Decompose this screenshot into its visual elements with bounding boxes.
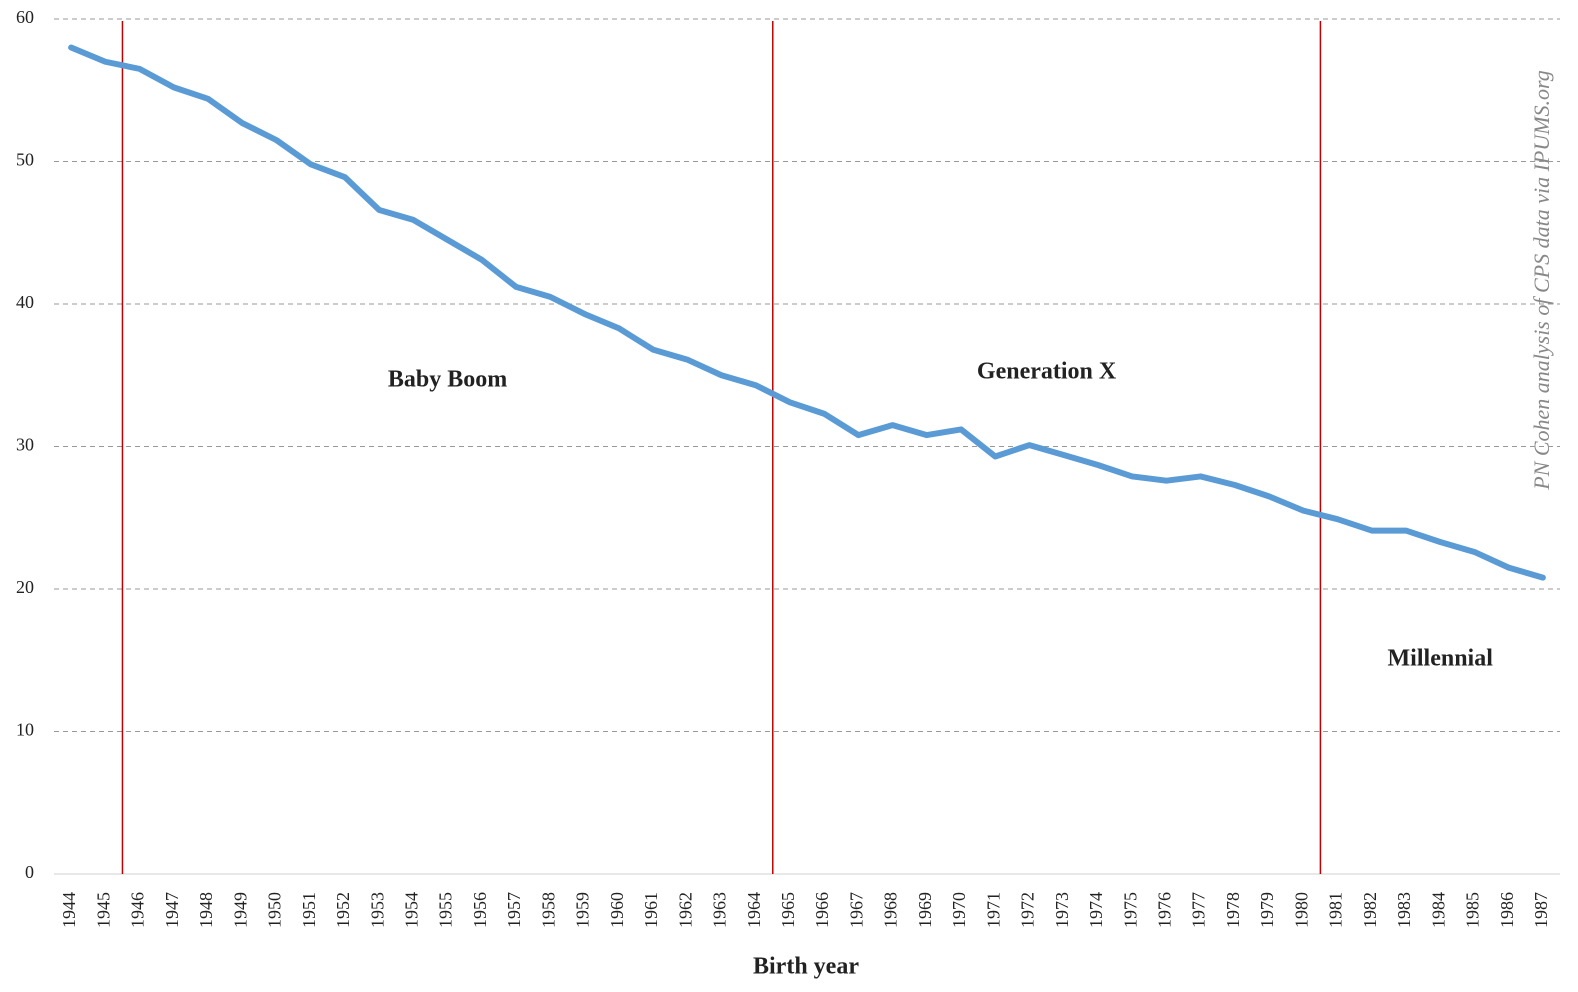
x-tick-label: 1964	[744, 892, 764, 928]
x-tick-label: 1978	[1223, 892, 1243, 928]
x-tick-label: 1946	[128, 892, 148, 928]
x-tick-label: 1984	[1428, 892, 1448, 928]
x-tick-label: 1948	[196, 892, 216, 928]
x-tick-label: 1982	[1360, 892, 1380, 928]
y-tick-label: 0	[25, 862, 34, 882]
x-tick-label: 1958	[538, 892, 558, 928]
x-tick-label: 1954	[402, 892, 422, 928]
x-tick-label: 1976	[1155, 892, 1175, 928]
x-tick-label: 1963	[710, 892, 730, 928]
x-tick-label: 1969	[915, 892, 935, 928]
x-tick-label: 1981	[1326, 892, 1346, 928]
x-tick-label: 1945	[93, 892, 113, 928]
x-tick-label: 1977	[1189, 892, 1209, 928]
series-line	[68, 44, 1546, 581]
x-tick-label: 1957	[504, 892, 524, 928]
y-tick-label: 50	[16, 150, 34, 170]
x-tick-label: 1956	[470, 892, 490, 928]
x-tick-label: 1949	[230, 892, 250, 928]
x-tick-label: 1962	[675, 892, 695, 928]
x-tick-label: 1951	[299, 892, 319, 928]
y-tick-label: 40	[16, 292, 34, 312]
x-tick-label: 1960	[607, 892, 627, 928]
x-tick-label: 1968	[881, 892, 901, 928]
x-tick-label: 1965	[778, 892, 798, 928]
x-tick-label: 1961	[641, 892, 661, 928]
x-tick-label: 1947	[162, 892, 182, 928]
x-tick-label: 1966	[812, 892, 832, 928]
x-tick-label: 1985	[1463, 892, 1483, 928]
x-axis-label: Birth year	[753, 954, 859, 980]
x-tick-label: 1967	[846, 892, 866, 928]
x-tick-label: 1959	[573, 892, 593, 928]
x-tick-label: 1987	[1531, 892, 1551, 928]
x-tick-label: 1974	[1086, 892, 1106, 928]
x-tick-label: 1953	[367, 892, 387, 928]
x-tick-label: 1980	[1291, 892, 1311, 928]
x-tick-label: 1979	[1257, 892, 1277, 928]
y-tick-label: 20	[16, 577, 34, 597]
x-tick-label: 1955	[436, 892, 456, 928]
x-tick-label: 1944	[59, 892, 79, 928]
x-tick-label: 1983	[1394, 892, 1414, 928]
x-tick-label: 1975	[1120, 892, 1140, 928]
y-tick-label: 10	[16, 720, 34, 740]
x-tick-label: 1971	[983, 892, 1003, 928]
x-tick-label: 1986	[1497, 892, 1517, 928]
y-tick-label: 30	[16, 435, 34, 455]
generation-label: Generation X	[977, 359, 1117, 385]
x-tick-label: 1970	[949, 892, 969, 928]
generation-label: Millennial	[1388, 646, 1494, 672]
source-note: PN Cohen analysis of CPS data via IPUMS.…	[1529, 70, 1554, 491]
x-tick-label: 1973	[1052, 892, 1072, 928]
x-tick-label: 1972	[1018, 892, 1038, 928]
x-tick-label: 1952	[333, 892, 353, 928]
generation-label: Baby Boom	[388, 367, 507, 393]
x-tick-label: 1950	[265, 892, 285, 928]
y-tick-label: 60	[16, 7, 34, 27]
